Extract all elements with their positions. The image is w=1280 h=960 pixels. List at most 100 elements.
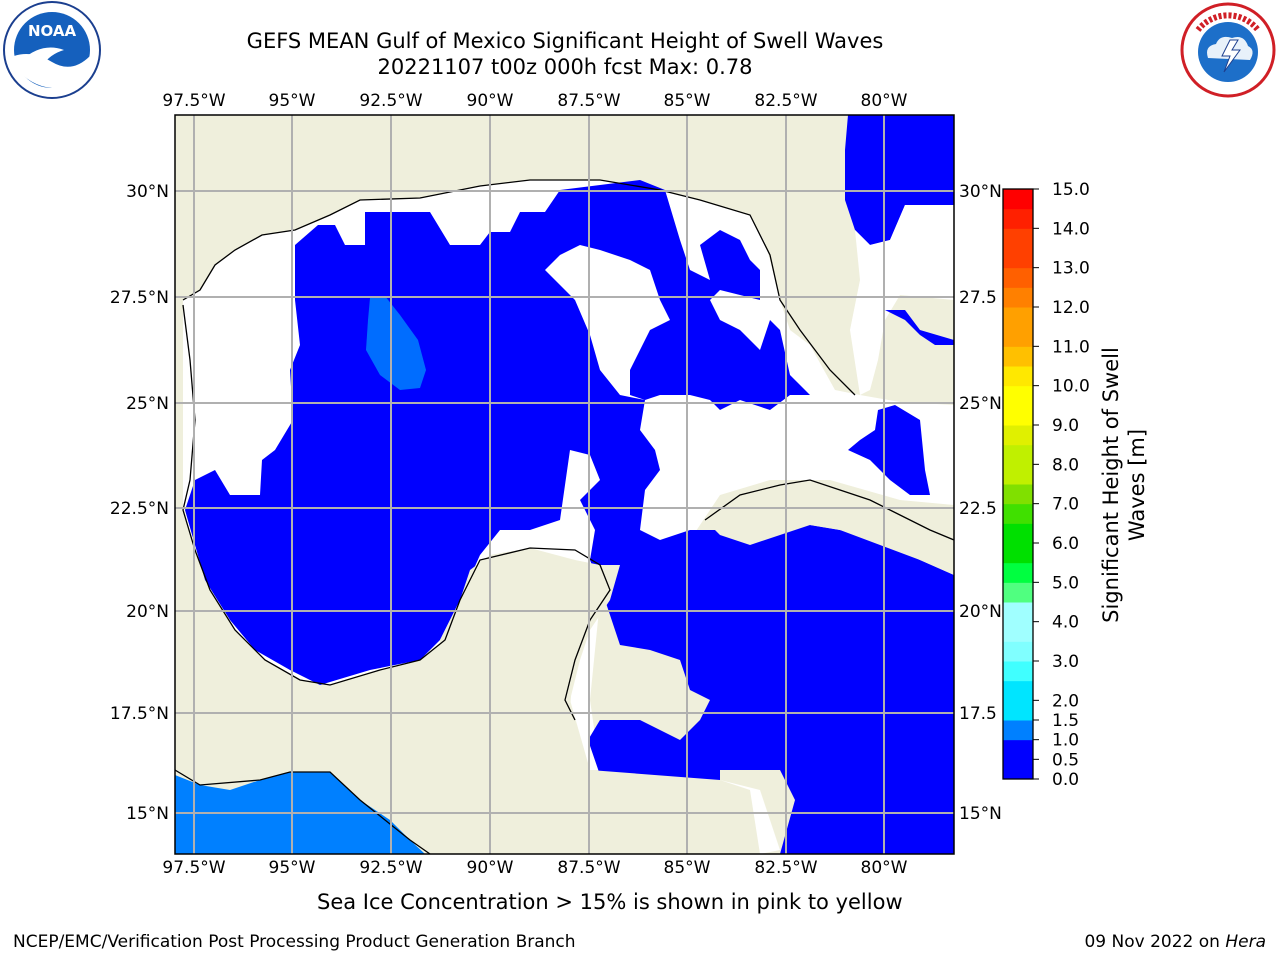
colorbar-band (1003, 267, 1033, 288)
colorbar-tick-label: 13.0 (1052, 259, 1090, 279)
lon-label-top: 95°W (269, 91, 316, 111)
lon-label-top: 90°W (467, 91, 514, 111)
colorbar-tick-label: 1.5 (1052, 711, 1079, 731)
lat-label-right: 17.5 (959, 704, 997, 724)
colorbar-tick-label: 0.0 (1052, 770, 1079, 790)
colorbar-frame (1002, 188, 1034, 780)
colorbar-label: Significant Height of SwellWaves [m] (1099, 347, 1149, 623)
colorbar-band (1003, 621, 1033, 642)
colorbar-band (1003, 189, 1033, 210)
map-title: GEFS MEAN Gulf of Mexico Significant Hei… (246, 29, 884, 53)
colorbar-band (1003, 543, 1033, 564)
date-text: 09 Nov 2022 on (1084, 932, 1226, 952)
colorbar-band (1003, 739, 1033, 760)
colorbar-band (1003, 425, 1033, 446)
colorbar-band (1003, 641, 1033, 662)
lat-label-left: 25°N (126, 394, 169, 414)
colorbar-tick-label: 3.0 (1052, 652, 1079, 672)
lon-label-bottom: 87.5°W (557, 858, 620, 878)
swell-region-bahamas (885, 310, 954, 345)
noaa-logo-text: NOAA (28, 22, 77, 40)
lon-label-top: 87.5°W (557, 91, 620, 111)
colorbar-band (1003, 405, 1033, 426)
lon-label-bottom: 90°W (467, 858, 514, 878)
nodata-atlantic (850, 205, 954, 395)
colorbar-tick-label: 6.0 (1052, 534, 1079, 554)
colorbar-tick-label: 14.0 (1052, 219, 1090, 239)
colorbar-tick-label: 8.0 (1052, 455, 1079, 475)
lon-label-bottom: 80°W (861, 858, 908, 878)
colorbar-tick-label: 10.0 (1052, 377, 1090, 397)
colorbar-band (1003, 464, 1033, 485)
colorbar-band (1003, 228, 1033, 249)
lon-label-top: 85°W (664, 91, 711, 111)
lat-label-right: 20°N (959, 602, 1002, 622)
nws-logo (1180, 2, 1276, 98)
colorbar-tick-label: 1.0 (1052, 731, 1079, 751)
colorbar (1002, 188, 1034, 780)
colorbar-band (1003, 720, 1033, 741)
lon-label-bottom: 97.5°W (162, 858, 225, 878)
lat-label-left: 15°N (126, 804, 169, 824)
map-gridlines (175, 115, 954, 854)
swell-region-atlantic (845, 115, 954, 245)
date-host: Hera (1225, 932, 1266, 952)
colorbar-tick-label: 0.5 (1052, 750, 1079, 770)
colorbar-band (1003, 759, 1033, 780)
lon-label-bottom: 85°W (664, 858, 711, 878)
colorbar-tick-label: 2.0 (1052, 691, 1079, 711)
colorbar-tick-label: 7.0 (1052, 495, 1079, 515)
map-subtitle-forecast: 20221107 t00z 000h fcst Max: 0.78 (377, 55, 753, 79)
colorbar-tick-label: 5.0 (1052, 573, 1079, 593)
lon-label-bottom: 82.5°W (754, 858, 817, 878)
colorbar-tick-label: 11.0 (1052, 337, 1090, 357)
colorbar-band (1003, 385, 1033, 406)
colorbar-tick-label: 12.0 (1052, 298, 1090, 318)
lon-label-top: 82.5°W (754, 91, 817, 111)
lon-label-bottom: 92.5°W (359, 858, 422, 878)
colorbar-band (1003, 444, 1033, 465)
lat-label-left: 30°N (126, 182, 169, 202)
lat-label-left: 20°N (126, 602, 169, 622)
colorbar-band (1003, 326, 1033, 347)
lat-label-right: 22.5 (959, 499, 997, 519)
lat-label-left: 17.5°N (110, 704, 169, 724)
lon-label-top: 97.5°W (162, 91, 225, 111)
colorbar-band (1003, 602, 1033, 623)
lat-label-right: 27.5 (959, 288, 997, 308)
coastline (175, 179, 954, 854)
lon-label-top: 92.5°W (359, 91, 422, 111)
noaa-logo: NOAA (3, 1, 101, 99)
lon-label-top: 80°W (861, 91, 908, 111)
lat-label-left: 22.5°N (110, 499, 169, 519)
swell-region-light-blue (366, 296, 426, 390)
colorbar-band (1003, 484, 1033, 505)
credit-line: NCEP/EMC/Verification Post Processing Pr… (13, 932, 576, 952)
sea-ice-note: Sea Ice Concentration > 15% is shown in … (317, 890, 903, 914)
colorbar-band (1003, 661, 1033, 682)
colorbar-band (1003, 346, 1033, 367)
colorbar-band (1003, 208, 1033, 229)
land-cuba (705, 480, 954, 575)
date-line: 09 Nov 2022 on Hera (1084, 932, 1266, 952)
colorbar-ticks: 0.00.51.01.52.0 3.0 4.0 5.0 6.0 7.0 8.0 9.0 10.0… (1033, 180, 1090, 790)
colorbar-band (1003, 680, 1033, 701)
colorbar-band (1003, 562, 1033, 583)
lat-label-right: 15°N (959, 804, 1002, 824)
map-frame (174, 114, 955, 855)
lat-label-right: 30°N (959, 182, 1002, 202)
colorbar-band (1003, 700, 1033, 721)
colorbar-band (1003, 248, 1033, 269)
colorbar-band (1003, 307, 1033, 328)
lat-label-left: 27.5°N (110, 288, 169, 308)
colorbar-band (1003, 523, 1033, 544)
colorbar-tick-label: 15.0 (1052, 180, 1090, 200)
colorbar-band (1003, 366, 1033, 387)
swell-region-bahamas-south (848, 405, 930, 495)
lat-label-right: 25°N (959, 394, 1002, 414)
colorbar-band (1003, 287, 1033, 308)
colorbar-band (1003, 503, 1033, 524)
lon-label-bottom: 95°W (269, 858, 316, 878)
colorbar-band (1003, 582, 1033, 603)
